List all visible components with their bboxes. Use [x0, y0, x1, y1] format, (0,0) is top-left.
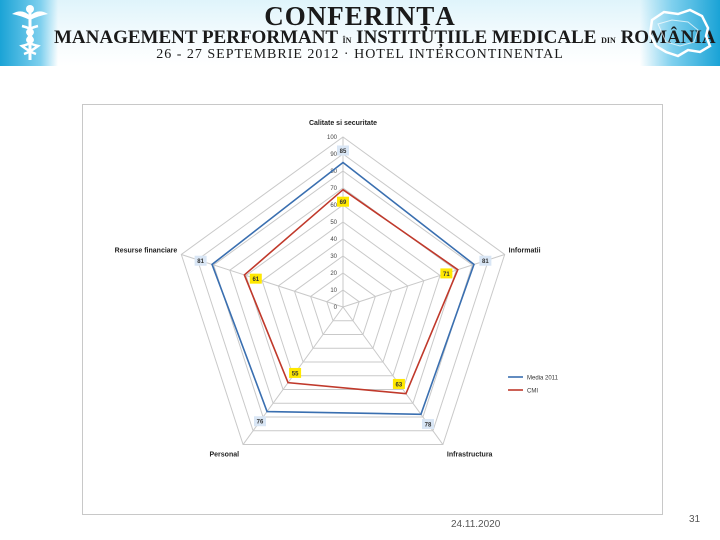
axis-label: Calitate si securitate	[309, 120, 377, 127]
grid-ring	[277, 238, 409, 363]
grid-ring	[180, 136, 506, 446]
legend-label: CMI	[527, 389, 538, 395]
grid-ring	[326, 289, 360, 322]
tick-label: 10	[330, 288, 337, 294]
series-line	[211, 161, 475, 416]
radar-grid: 0 10 20 30 40 50 60 70 80 90 100	[180, 135, 506, 446]
conference-title: CONFERINȚA	[264, 1, 456, 31]
data-label: 78	[425, 422, 432, 428]
data-label-bg	[337, 196, 349, 207]
axis-label: Resurse financiare	[115, 247, 178, 254]
tick-label: 90	[330, 152, 337, 158]
radar-chart-frame: 0 10 20 30 40 50 60 70 80 90 100 85 81 78 76 81 69 71 63 5…	[82, 104, 663, 515]
page-number: 31	[689, 514, 701, 525]
tick-label: 20	[330, 271, 337, 277]
tick-label: 50	[330, 220, 337, 226]
conference-date-venue: 26 - 27 SEPTEMBRIE 2012 · HOTEL INTERCON…	[156, 47, 564, 62]
data-label: 81	[197, 259, 204, 265]
data-label-bg	[254, 416, 267, 427]
data-label: 61	[252, 277, 259, 283]
tick-label: 70	[330, 186, 337, 192]
grid-ring	[310, 272, 376, 336]
tick-label: 80	[330, 169, 337, 175]
data-label-bg	[421, 418, 434, 429]
grid-ring	[229, 187, 457, 404]
radar-chart: 0 10 20 30 40 50 60 70 80 90 100 85 81 78 76 81 69 71 63 5…	[115, 120, 559, 459]
data-label: 69	[340, 200, 347, 206]
data-label-bg	[392, 378, 405, 389]
subtitle-part: MANAGEMENT PERFORMANT	[54, 27, 343, 48]
grid-ring	[245, 204, 441, 391]
radar-labels: 85 81 78 76 81 69 71 63 55 61 Calitate si securita…	[115, 120, 541, 459]
data-label-bg	[479, 255, 492, 266]
axis-spoke	[342, 253, 505, 308]
caduceus-icon	[12, 5, 48, 60]
conference-subtitle: MANAGEMENT PERFORMANT ÎN INSTITUȚIILE ME…	[54, 27, 716, 49]
subtitle-part: INSTITUȚIILE MEDICALE	[351, 27, 602, 48]
grid-ring	[196, 153, 490, 432]
tick-label: 0	[334, 305, 338, 311]
tick-label: 40	[330, 237, 337, 243]
subtitle-part: DIN	[601, 36, 616, 45]
data-label: 85	[340, 149, 347, 155]
tick-label: 100	[327, 135, 338, 141]
footer-date: 24.11.2020	[451, 519, 501, 530]
data-label-bg	[337, 145, 349, 156]
data-label: 63	[396, 382, 403, 388]
conference-banner: CONFERINȚA MANAGEMENT PERFORMANT ÎN INST…	[0, 0, 720, 66]
tick-label: 60	[330, 203, 337, 209]
axis-label: Personal	[209, 452, 239, 459]
data-label: 81	[482, 259, 489, 265]
data-label-bg	[249, 273, 262, 284]
data-label-bg	[440, 268, 453, 279]
data-label: 55	[292, 371, 299, 377]
data-label: 76	[257, 420, 264, 426]
romania-map-icon	[648, 8, 712, 58]
data-label: 71	[443, 272, 450, 278]
data-label-bg	[194, 255, 207, 266]
axis-label: Informatii	[509, 247, 541, 254]
grid-ring	[261, 221, 425, 377]
grid-ring	[293, 255, 393, 349]
chart-legend: Media 2011 CMI	[508, 376, 559, 395]
radar-series	[211, 161, 475, 416]
data-label-bg	[289, 367, 302, 378]
axis-spoke	[181, 253, 344, 308]
axis-label: Infrastructura	[447, 452, 493, 459]
legend-label: Media 2011	[527, 376, 559, 382]
tick-label: 30	[330, 254, 337, 260]
grid-ring	[213, 170, 473, 418]
subtitle-part: ÎN	[342, 36, 352, 45]
series-line	[243, 188, 459, 395]
